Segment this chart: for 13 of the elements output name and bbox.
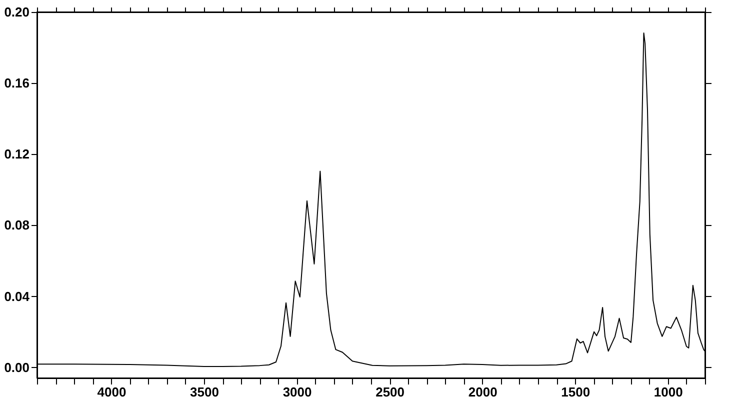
y-tick-label: 0.20 bbox=[4, 4, 30, 20]
y-tick-label: 0.12 bbox=[4, 146, 30, 162]
x-tick-label: 2000 bbox=[468, 384, 498, 400]
x-tick-label: 3500 bbox=[190, 384, 219, 400]
y-tick-label: 0.00 bbox=[4, 360, 30, 375]
x-tick-label: 4000 bbox=[97, 384, 126, 400]
x-tick-label: 1500 bbox=[561, 384, 590, 400]
x-tick-label: 1000 bbox=[654, 384, 683, 400]
y-tick-label: 0.04 bbox=[4, 288, 30, 304]
y-tick-label: 0.08 bbox=[4, 218, 30, 233]
x-tick-label: 2500 bbox=[376, 384, 405, 400]
x-tick-label: 3000 bbox=[282, 384, 312, 400]
y-tick-label: 0.16 bbox=[4, 76, 30, 91]
